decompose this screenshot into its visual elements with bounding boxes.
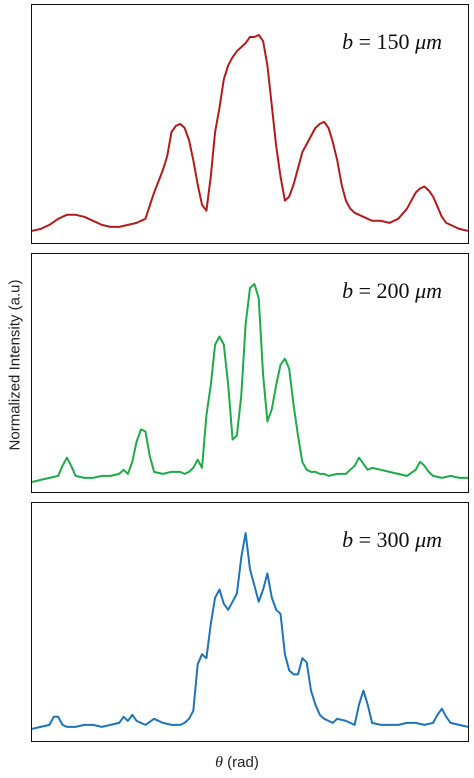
- x-axis-label: θ (rad): [0, 754, 474, 772]
- panel-label-eq: = 300: [358, 527, 410, 552]
- plot-150um: [32, 34, 468, 232]
- panel-200um: b = 200 μm: [31, 253, 469, 493]
- panel-label-300um: b = 300 μm: [342, 527, 442, 553]
- panel-label-var: b: [342, 527, 354, 552]
- panel-label-150um: b = 150 μm: [342, 29, 442, 55]
- panel-label-var: b: [342, 278, 354, 303]
- plot-300um: [32, 532, 468, 730]
- x-axis-symbol: θ: [215, 754, 223, 771]
- y-axis-label-container: Normalized Intensity (a.u): [0, 0, 30, 778]
- plot-200um: [32, 283, 468, 483]
- panel-label-unit: μm: [415, 29, 442, 54]
- panel-label-eq: = 200: [358, 278, 410, 303]
- panel-label-unit: μm: [415, 527, 442, 552]
- y-axis-label: Normalized Intensity (a.u): [6, 279, 24, 451]
- panel-label-unit: μm: [415, 278, 442, 303]
- panel-label-200um: b = 200 μm: [342, 278, 442, 304]
- series-line-300um: [32, 532, 468, 730]
- panel-300um: b = 300 μm: [31, 502, 469, 742]
- series-line-150um: [32, 34, 468, 232]
- panel-label-var: b: [342, 29, 354, 54]
- panel-150um: b = 150 μm: [31, 4, 469, 244]
- series-line-200um: [32, 283, 468, 483]
- x-axis-unit: (rad): [227, 754, 259, 771]
- panel-label-eq: = 150: [358, 29, 410, 54]
